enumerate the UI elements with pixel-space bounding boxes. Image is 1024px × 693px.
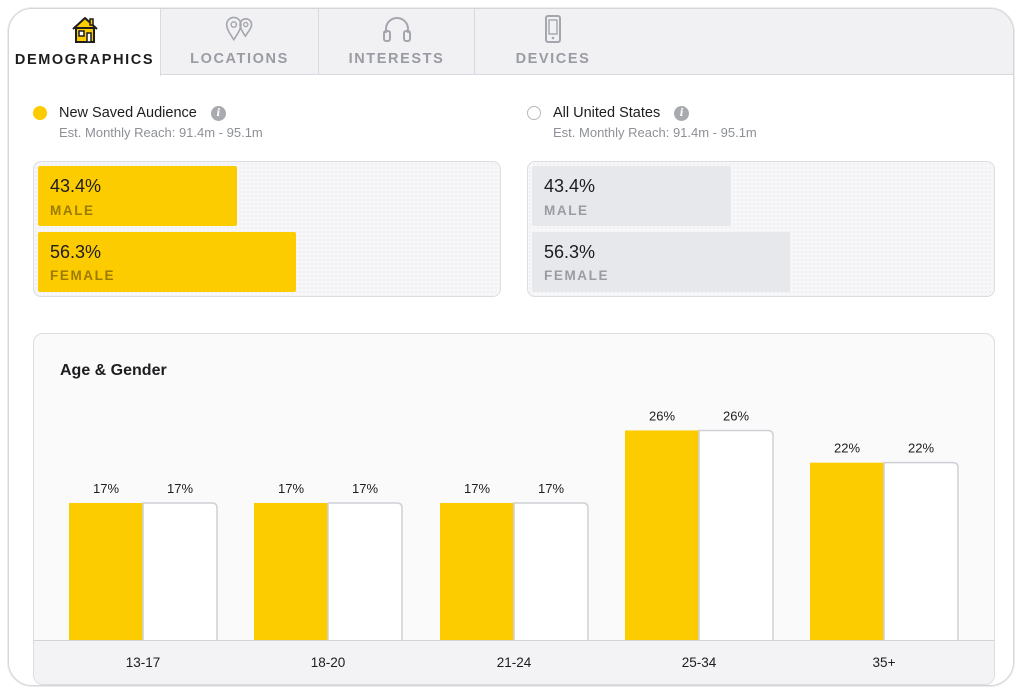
tab-devices[interactable]: DEVICES [475,9,631,75]
male-percent: 43.4% [544,176,596,196]
x-tick-label: 25-34 [682,655,717,670]
gender-panel-us: 43.4% MALE 56.3% FEMALE [527,161,995,297]
male-bar [38,166,237,226]
phone-icon [537,13,569,45]
data-label: 17% [538,481,564,496]
tab-bar: DEMOGRAPHICS LOCATIONS IN [9,9,1013,76]
female-label: FEMALE [50,268,116,283]
female-bar [38,232,296,292]
tab-label: LOCATIONS [190,51,289,67]
age-gender-chart: Age & Gender 17% 17% 13-17 17% 17% 18-20 17% 17… [33,333,995,685]
female-bar [532,232,790,292]
estimated-reach: Est. Monthly Reach: 91.4m - 95.1m [59,125,263,140]
bar-18-20-series-1[interactable] [254,502,328,640]
x-tick-label: 18-20 [311,655,346,670]
male-label: MALE [50,203,95,218]
demographics-panel: New Saved Audience i Est. Monthly Reach:… [9,75,1013,685]
data-label: 17% [167,481,193,496]
x-tick-label: 21-24 [497,655,532,670]
house-icon [69,14,101,46]
audience-radio[interactable] [527,106,541,120]
gender-panel-saved: 43.4% MALE 56.3% FEMALE [33,161,501,297]
info-icon[interactable]: i [210,105,226,121]
female-percent: 56.3% [50,242,102,262]
map-pin-icon [224,13,256,45]
male-label: MALE [544,203,589,218]
tab-label: DEVICES [515,51,591,67]
data-label: 17% [464,481,490,496]
audience-dot [33,106,47,120]
bar-18-20-series-2[interactable] [327,502,403,640]
x-tick-label: 35+ [873,655,896,670]
tab-locations[interactable]: LOCATIONS [161,9,319,75]
bar-25-34-series-1[interactable] [625,430,699,640]
bar-35+-series-2[interactable] [883,461,959,640]
chart-title: Age & Gender [60,362,167,379]
male-bar [532,166,731,226]
bar-13-17-series-2[interactable] [142,502,218,640]
tab-label: DEMOGRAPHICS [14,52,155,68]
headphones-icon [381,13,413,45]
audience-name: New Saved Audience [59,105,197,121]
female-percent: 56.3% [544,242,596,262]
bar-25-34-series-2[interactable] [698,429,774,640]
audience-selected[interactable]: New Saved Audience i Est. Monthly Reach:… [33,105,263,140]
tab-demographics[interactable]: DEMOGRAPHICS [9,9,161,76]
chart-svg: 17% 17% 13-17 17% 17% 18-20 17% 17% 21-24 26% 26% 2… [69,408,959,670]
info-icon[interactable]: i [674,105,690,121]
data-label: 17% [93,481,119,496]
audience-compare[interactable]: All United States i Est. Monthly Reach: … [527,105,757,140]
tab-label: INTERESTS [348,51,445,67]
estimated-reach: Est. Monthly Reach: 91.4m - 95.1m [553,125,757,140]
male-percent: 43.4% [50,176,102,196]
bar-35+-series-1[interactable] [810,462,884,640]
audience-name: All United States [553,105,661,121]
data-label: 26% [723,408,749,423]
data-label: 17% [352,481,378,496]
x-axis [34,640,994,684]
data-label: 22% [908,441,934,456]
data-label: 22% [834,441,860,456]
demographics-card: DEMOGRAPHICS LOCATIONS IN [8,8,1014,686]
tab-interests[interactable]: INTERESTS [319,9,475,75]
bar-13-17-series-1[interactable] [69,502,143,640]
bar-21-24-series-1[interactable] [440,502,514,640]
x-tick-label: 13-17 [126,655,161,670]
female-label: FEMALE [544,268,610,283]
bar-21-24-series-2[interactable] [513,502,589,640]
data-label: 17% [278,481,304,496]
data-label: 26% [649,408,675,423]
